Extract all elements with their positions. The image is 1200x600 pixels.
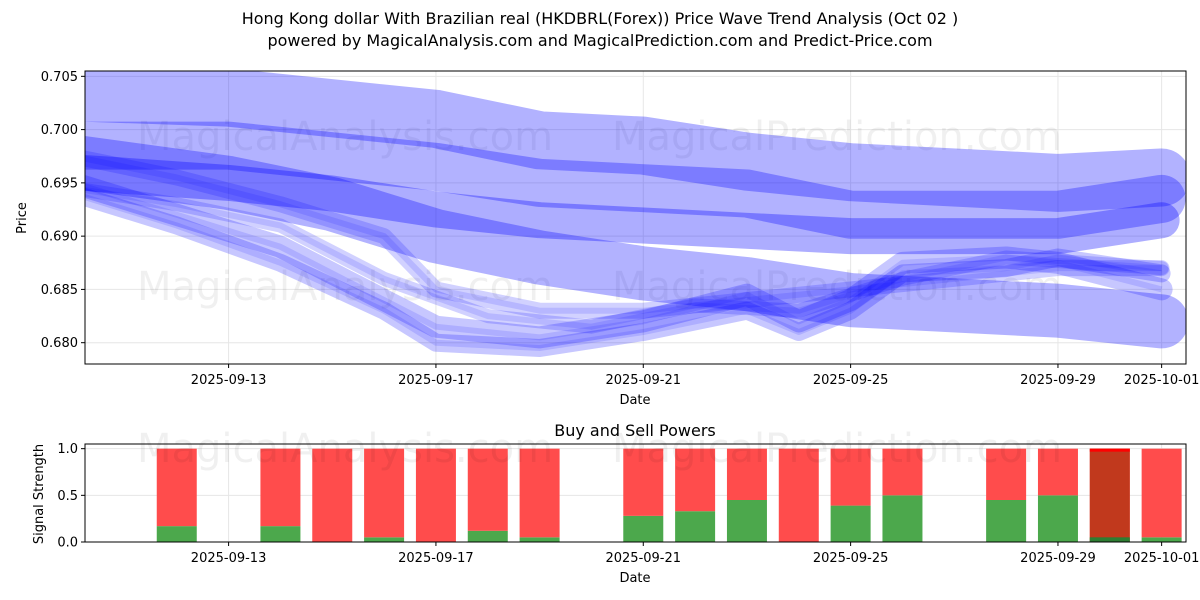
buy-bar xyxy=(623,515,664,542)
buy-bar xyxy=(1037,495,1078,542)
wave-band-wave-mid xyxy=(85,154,1180,255)
power-tick-label-x: 2025-09-13 xyxy=(191,551,267,566)
power-tick-label-x: 2025-09-29 xyxy=(1020,551,1096,566)
power-tick-label-x: 2025-09-17 xyxy=(398,551,474,566)
wave-band-wave-mid-high xyxy=(85,121,1186,239)
watermark-text: MagicalAnalysis.com xyxy=(137,114,553,160)
chart-title-line-1: Hong Kong dollar With Brazilian real (HK… xyxy=(241,9,959,28)
power-watermarks: MagicalAnalysis.com MagicalPrediction.com xyxy=(137,426,1062,472)
price-tick-label-x: 2025-10-01 xyxy=(1124,373,1200,388)
price-watermarks: MagicalAnalysis.com MagicalPrediction.com… xyxy=(137,114,1062,310)
watermark-text: MagicalPrediction.com xyxy=(612,426,1062,472)
strong-signal-bar xyxy=(1089,448,1130,542)
sell-bar xyxy=(726,448,767,500)
buy-sell-title: Buy and Sell Powers xyxy=(554,421,716,440)
buy-bar xyxy=(260,526,301,542)
wave-band-wave-upper xyxy=(85,71,1186,212)
power-tick-label-y: 0.0 xyxy=(57,536,78,551)
sell-bar xyxy=(156,448,197,527)
sell-bar xyxy=(882,448,923,496)
sell-bar xyxy=(830,448,871,506)
sell-bar xyxy=(467,448,508,531)
wave-core-price-path-c xyxy=(85,155,1162,314)
buy-bar xyxy=(519,537,560,542)
watermark-text: MagicalPrediction.com xyxy=(612,264,1062,310)
wave-band-price-path-b xyxy=(85,187,1171,357)
wave-band-price-path-d xyxy=(85,182,1169,334)
sell-bar xyxy=(260,448,301,527)
price-grid xyxy=(85,71,1186,364)
power-tick-label-y: 0.5 xyxy=(57,489,78,504)
wave-band-price-path-a xyxy=(85,175,1173,349)
price-tick-label-x: 2025-09-29 xyxy=(1020,373,1096,388)
sell-bar xyxy=(519,448,560,538)
watermark-text: MagicalPrediction.com xyxy=(612,114,1062,160)
power-tick-label-x: 2025-10-01 xyxy=(1124,551,1200,566)
price-tick-label-y: 0.705 xyxy=(41,70,78,85)
power-axis-xlabel: Date xyxy=(619,571,650,586)
buy-bar xyxy=(726,500,767,542)
power-axes-frame xyxy=(84,443,1187,543)
buy-bar xyxy=(675,511,716,542)
price-axes-frame xyxy=(84,70,1187,365)
sell-bar xyxy=(675,448,716,512)
power-axis-ylabel: Signal Strength xyxy=(32,444,47,544)
price-tick-label-y: 0.690 xyxy=(41,230,78,245)
price-axis-xlabel: Date xyxy=(619,393,650,408)
price-tick-label-y: 0.700 xyxy=(41,123,78,138)
wave-core-price-path-a xyxy=(85,183,1163,341)
price-axis-ylabel: Price xyxy=(15,202,30,234)
power-axis-ticks: 0.0 0.5 1.0 2025-09-13 2025-09-17 2025-09-21 2… xyxy=(57,442,1199,566)
sell-bar xyxy=(986,448,1027,500)
wave-band-price-path-c xyxy=(85,150,1170,319)
sell-bar xyxy=(312,448,353,542)
power-bars xyxy=(156,448,1182,542)
price-tick-label-y: 0.695 xyxy=(41,176,78,191)
buy-bar xyxy=(882,495,923,542)
sell-bar xyxy=(415,448,456,542)
wave-core-price-path-b xyxy=(85,194,1163,351)
price-tick-label-x: 2025-09-17 xyxy=(398,373,474,388)
price-tick-label-x: 2025-09-25 xyxy=(813,373,889,388)
price-tick-label-y: 0.685 xyxy=(41,283,78,298)
wave-band-wave-mid-low xyxy=(85,135,1186,349)
sell-bar xyxy=(364,448,405,538)
price-axis-ticks: 0.680 0.685 0.690 0.695 0.700 0.705 2025-09-13… xyxy=(41,70,1200,388)
price-tick-label-x: 2025-09-21 xyxy=(605,373,681,388)
sell-bar xyxy=(778,448,819,542)
buy-bar xyxy=(830,505,871,542)
buy-bar xyxy=(156,526,197,542)
watermark-text: MagicalAnalysis.com xyxy=(137,426,553,472)
power-tick-label-x: 2025-09-25 xyxy=(813,551,889,566)
watermark-text: MagicalAnalysis.com xyxy=(137,264,553,310)
buy-bar xyxy=(1141,537,1182,542)
sell-bar xyxy=(1037,448,1078,496)
sell-bar xyxy=(623,448,664,516)
wave-core-price-path-d xyxy=(85,187,1162,330)
price-tick-label-x: 2025-09-13 xyxy=(191,373,267,388)
buy-bar xyxy=(467,530,508,542)
strong-buy-bar xyxy=(1089,537,1130,542)
price-wave-layer xyxy=(85,71,1186,357)
chart-title-line-2: powered by MagicalAnalysis.com and Magic… xyxy=(267,31,933,50)
power-tick-label-y: 1.0 xyxy=(57,442,78,457)
sell-bar xyxy=(1141,448,1182,538)
price-tick-label-y: 0.680 xyxy=(41,336,78,351)
strong-sell-cap xyxy=(1089,448,1130,452)
power-tick-label-x: 2025-09-21 xyxy=(605,551,681,566)
buy-bar xyxy=(986,500,1027,542)
buy-bar xyxy=(364,537,405,542)
